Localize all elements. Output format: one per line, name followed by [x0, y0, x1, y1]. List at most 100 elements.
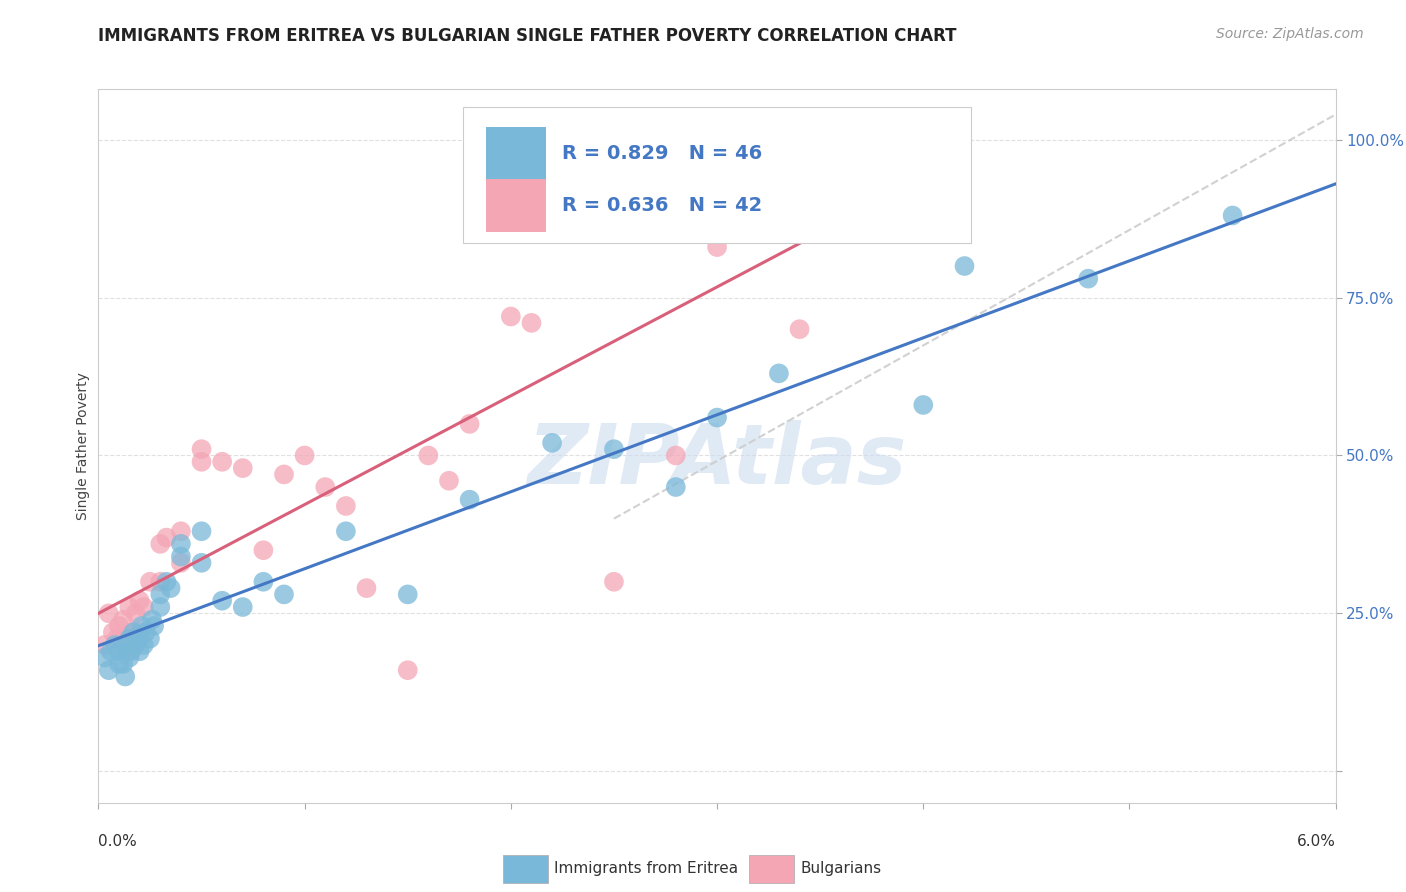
Point [128, 625, 150, 640]
Point [132, 638, 155, 652]
Point [582, 133, 605, 147]
Point [170, 537, 193, 551]
Point [97, 607, 120, 621]
Y-axis label: Single Father Poverty: Single Father Poverty [76, 372, 90, 520]
Point [170, 556, 193, 570]
Point [190, 556, 212, 570]
Point [211, 593, 233, 607]
Point [124, 607, 146, 621]
Point [170, 549, 193, 564]
Point [190, 455, 212, 469]
Point [159, 581, 181, 595]
Text: 6.0%: 6.0% [1296, 834, 1336, 849]
FancyBboxPatch shape [485, 127, 547, 180]
Point [252, 543, 274, 558]
Point [93, 638, 115, 652]
Point [396, 663, 419, 677]
FancyBboxPatch shape [485, 179, 547, 232]
Point [294, 449, 316, 463]
Point [520, 316, 543, 330]
Point [953, 259, 976, 273]
Point [418, 449, 440, 463]
Point [97, 663, 120, 677]
Point [149, 587, 172, 601]
Point [132, 600, 155, 615]
Point [108, 657, 131, 671]
Point [789, 322, 811, 336]
Point [128, 644, 150, 658]
Point [232, 461, 254, 475]
Point [1077, 271, 1099, 285]
Point [120, 625, 142, 640]
Point [105, 632, 128, 646]
Point [870, 133, 893, 147]
Point [139, 574, 162, 589]
Point [499, 310, 522, 324]
Point [541, 435, 564, 450]
Point [396, 587, 419, 601]
Point [122, 625, 145, 640]
Point [232, 600, 254, 615]
Point [149, 537, 172, 551]
Point [768, 367, 790, 381]
Point [135, 625, 157, 640]
Point [665, 449, 688, 463]
Text: Immigrants from Eritrea: Immigrants from Eritrea [554, 862, 738, 876]
Point [706, 240, 728, 254]
Point [211, 455, 233, 469]
Point [117, 644, 139, 658]
Point [112, 613, 135, 627]
Point [93, 650, 115, 665]
Point [458, 417, 481, 431]
Point [114, 638, 136, 652]
Point [112, 657, 135, 671]
Point [561, 133, 583, 147]
Point [100, 644, 122, 658]
Point [131, 619, 153, 633]
Text: R = 0.636   N = 42: R = 0.636 N = 42 [562, 196, 762, 215]
Point [120, 644, 142, 658]
Point [141, 613, 163, 627]
Point [128, 632, 150, 646]
Text: ZIPAtlas: ZIPAtlas [527, 420, 907, 500]
Text: 0.0%: 0.0% [98, 834, 138, 849]
Point [356, 581, 378, 595]
Point [437, 474, 460, 488]
Point [252, 574, 274, 589]
Point [1222, 209, 1244, 223]
Point [603, 442, 626, 457]
Point [114, 669, 136, 683]
FancyBboxPatch shape [464, 107, 970, 243]
Point [335, 499, 357, 513]
Point [108, 644, 131, 658]
Point [314, 480, 336, 494]
Point [149, 574, 172, 589]
Point [118, 632, 141, 646]
Text: Bulgarians: Bulgarians [800, 862, 882, 876]
Text: R = 0.829   N = 46: R = 0.829 N = 46 [562, 144, 762, 163]
Text: IMMIGRANTS FROM ERITREA VS BULGARIAN SINGLE FATHER POVERTY CORRELATION CHART: IMMIGRANTS FROM ERITREA VS BULGARIAN SIN… [98, 27, 957, 45]
Point [273, 467, 295, 482]
Point [143, 619, 166, 633]
Point [170, 524, 193, 539]
Point [118, 600, 141, 615]
Point [155, 574, 177, 589]
Point [912, 398, 935, 412]
Point [149, 600, 172, 615]
Point [139, 632, 162, 646]
Text: Source: ZipAtlas.com: Source: ZipAtlas.com [1216, 27, 1364, 41]
Point [603, 574, 626, 589]
Point [458, 492, 481, 507]
Point [155, 531, 177, 545]
Point [190, 442, 212, 457]
Point [128, 593, 150, 607]
Point [124, 638, 146, 652]
Point [118, 650, 141, 665]
Point [706, 410, 728, 425]
Point [665, 480, 688, 494]
Point [104, 638, 127, 652]
Point [335, 524, 357, 539]
Point [273, 587, 295, 601]
Point [190, 524, 212, 539]
Point [108, 619, 131, 633]
